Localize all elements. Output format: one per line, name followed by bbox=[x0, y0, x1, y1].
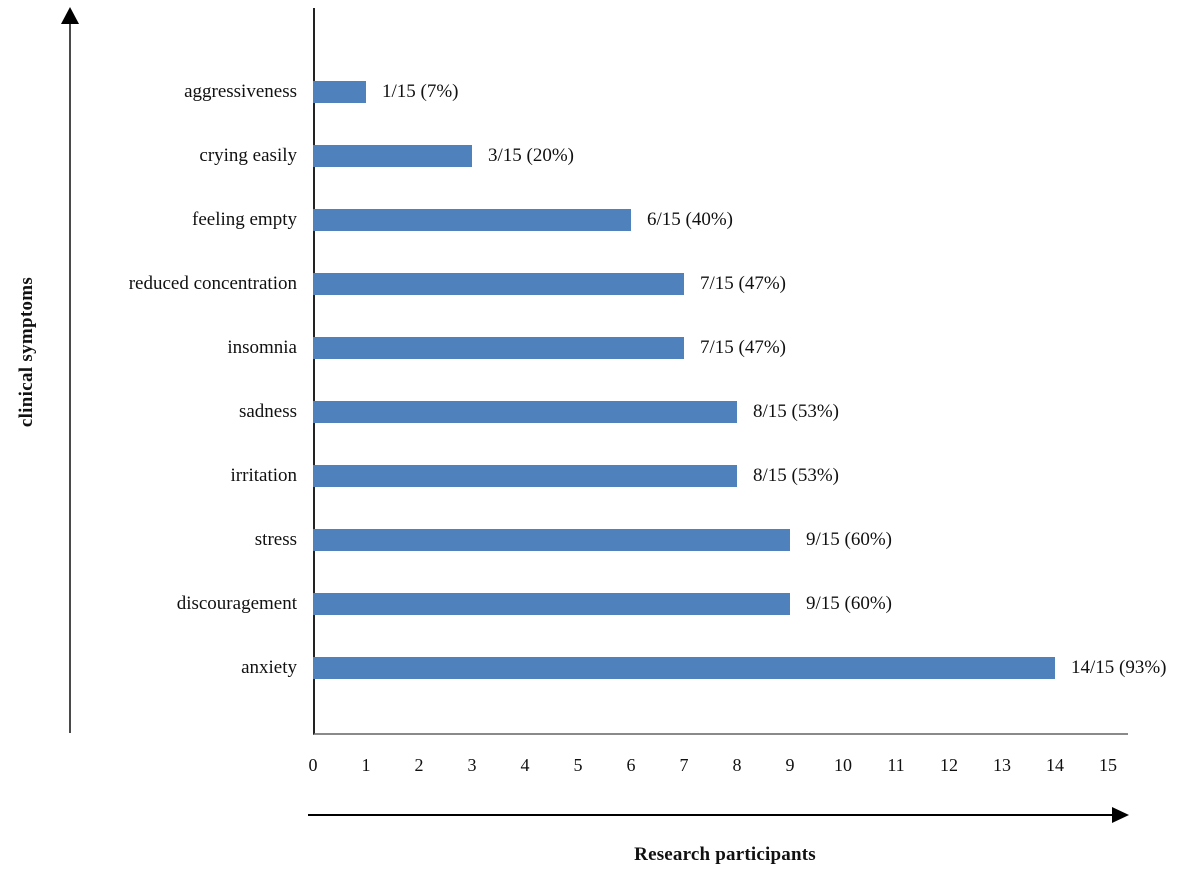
bar bbox=[313, 401, 737, 423]
x-axis-label: Research participants bbox=[634, 844, 816, 865]
plot-area bbox=[313, 8, 1128, 735]
x-tick-label: 8 bbox=[732, 755, 742, 775]
bar-row: stress 9/15 (60%) bbox=[0, 529, 1183, 551]
x-tick-label: 11 bbox=[887, 755, 905, 775]
category-label: insomnia bbox=[227, 337, 297, 358]
value-label: 7/15 (47%) bbox=[700, 273, 787, 294]
x-tick-label: 1 bbox=[361, 755, 371, 775]
value-label: 3/15 (20%) bbox=[488, 145, 575, 166]
x-tick-label: 7 bbox=[679, 755, 689, 775]
category-label: stress bbox=[254, 529, 297, 550]
bar bbox=[313, 81, 366, 103]
value-label: 8/15 (53%) bbox=[753, 401, 840, 422]
category-label: sadness bbox=[238, 401, 297, 422]
x-tick-label: 0 bbox=[308, 755, 318, 775]
x-tick-label: 6 bbox=[626, 755, 636, 775]
category-label: aggressiveness bbox=[184, 81, 297, 102]
bar-row: feeling empty 6/15 (40%) bbox=[0, 209, 1183, 231]
bar-row: insomnia 7/15 (47%) bbox=[0, 337, 1183, 359]
x-axis-arrow-line bbox=[308, 814, 1116, 816]
value-label: 9/15 (60%) bbox=[806, 529, 893, 550]
bar-row: crying easily 3/15 (20%) bbox=[0, 145, 1183, 167]
category-label: anxiety bbox=[241, 657, 297, 678]
bar-row: irritation 8/15 (53%) bbox=[0, 465, 1183, 487]
value-label: 6/15 (40%) bbox=[647, 209, 734, 230]
bar bbox=[313, 593, 790, 615]
right-arrowhead-icon bbox=[1112, 807, 1129, 823]
value-label: 1/15 (7%) bbox=[382, 81, 459, 102]
value-label: 7/15 (47%) bbox=[700, 337, 787, 358]
bar bbox=[313, 337, 684, 359]
category-label: feeling empty bbox=[192, 209, 297, 230]
x-tick-label: 13 bbox=[993, 755, 1011, 775]
bar bbox=[313, 657, 1055, 679]
category-label: crying easily bbox=[199, 145, 297, 166]
x-tick-label: 3 bbox=[467, 755, 477, 775]
bar-row: reduced concentration 7/15 (47%) bbox=[0, 273, 1183, 295]
x-tick-label: 2 bbox=[414, 755, 424, 775]
bar-row: discouragement 9/15 (60%) bbox=[0, 593, 1183, 615]
bar bbox=[313, 465, 737, 487]
x-tick-label: 4 bbox=[520, 755, 530, 775]
x-tick-label: 14 bbox=[1046, 755, 1064, 775]
y-axis-arrow-line bbox=[69, 22, 71, 733]
bar-row: sadness 8/15 (53%) bbox=[0, 401, 1183, 423]
bar-row: anxiety 14/15 (93%) bbox=[0, 657, 1183, 679]
bar bbox=[313, 209, 631, 231]
x-tick-label: 12 bbox=[940, 755, 958, 775]
x-tick-label: 9 bbox=[785, 755, 795, 775]
category-label: discouragement bbox=[176, 593, 297, 614]
x-tick-label: 10 bbox=[834, 755, 852, 775]
x-tick-label: 15 bbox=[1099, 755, 1117, 775]
value-label: 8/15 (53%) bbox=[753, 465, 840, 486]
value-label: 14/15 (93%) bbox=[1071, 657, 1167, 678]
bar-row: aggressiveness 1/15 (7%) bbox=[0, 81, 1183, 103]
bar bbox=[313, 273, 684, 295]
bar bbox=[313, 145, 472, 167]
category-label: irritation bbox=[230, 465, 297, 486]
category-label: reduced concentration bbox=[128, 273, 297, 294]
value-label: 9/15 (60%) bbox=[806, 593, 893, 614]
x-tick-label: 5 bbox=[573, 755, 583, 775]
up-arrowhead-icon bbox=[61, 7, 79, 24]
bar bbox=[313, 529, 790, 551]
